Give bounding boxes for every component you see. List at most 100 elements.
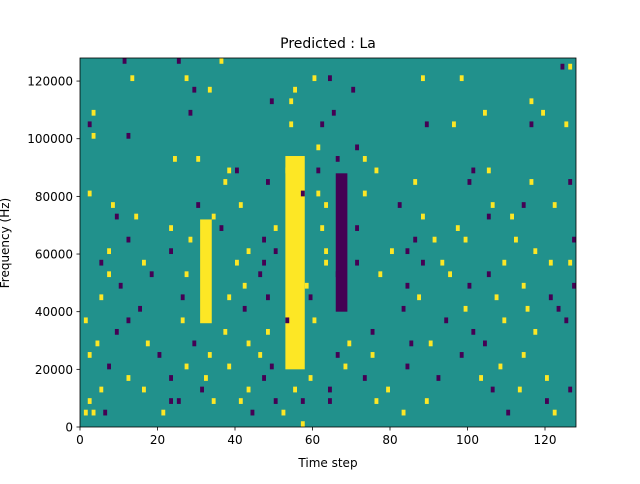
heatmap-cell <box>246 248 251 255</box>
heatmap-cell <box>126 317 131 324</box>
heatmap-cell <box>424 121 429 128</box>
heatmap-cell <box>285 317 290 324</box>
heatmap-cell <box>351 86 356 93</box>
heatmap-cell <box>316 144 321 151</box>
heatmap-cell <box>335 352 340 358</box>
heatmap-cell <box>370 352 375 358</box>
heatmap-cell <box>258 352 263 358</box>
y-axis: 0 20000 40000 60000 80000 100000 120000 <box>27 75 80 435</box>
heatmap-cell <box>401 409 406 416</box>
heatmap-cell <box>238 202 243 208</box>
heatmap-cell <box>405 363 410 370</box>
heatmap-cell <box>568 179 573 185</box>
heatmap-cell <box>211 213 216 220</box>
heatmap-cell <box>355 225 359 231</box>
heatmap-background <box>80 58 576 427</box>
heatmap-cell <box>533 328 538 335</box>
heatmap-cell <box>196 156 201 162</box>
heatmap-cell <box>572 236 576 243</box>
heatmap-cell <box>300 190 305 197</box>
heatmap-cell <box>173 156 177 162</box>
heatmap-cell <box>289 121 294 128</box>
heatmap-cell <box>490 202 495 208</box>
heatmap-cell <box>510 213 514 220</box>
heatmap-cell <box>448 271 452 278</box>
heatmap-cell <box>262 375 266 381</box>
heatmap-cell <box>130 75 135 82</box>
heatmap-cell <box>343 363 348 370</box>
heatmap-cell <box>521 202 526 208</box>
heatmap-cell <box>541 109 545 116</box>
heatmap-cell <box>463 305 468 312</box>
heatmap-cell <box>486 167 491 174</box>
chart-title: Predicted : La <box>280 36 376 52</box>
heatmap-cell <box>91 132 96 139</box>
heatmap-cell <box>424 398 429 404</box>
heatmap-region-1 <box>285 156 305 370</box>
heatmap-cell <box>455 225 460 231</box>
heatmap-cell <box>564 121 569 128</box>
heatmap-cell <box>103 409 108 416</box>
heatmap-cell <box>250 409 255 416</box>
heatmap-cell <box>568 386 573 393</box>
heatmap-cell <box>548 259 553 266</box>
heatmap-cell <box>107 271 111 278</box>
heatmap-cell <box>316 167 321 174</box>
heatmap-cell <box>142 259 146 266</box>
heatmap-cell <box>281 409 286 416</box>
heatmap-cell <box>320 121 325 128</box>
heatmap-cell <box>378 271 383 278</box>
heatmap-cell <box>273 398 278 404</box>
heatmap-cell <box>223 328 228 335</box>
heatmap-cell <box>409 340 414 347</box>
heatmap-cell <box>502 317 507 324</box>
heatmap-cell <box>568 63 573 70</box>
heatmap-cell <box>184 363 189 370</box>
heatmap-cell <box>467 179 472 185</box>
heatmap-cell <box>83 317 88 324</box>
heatmap-cell <box>246 386 251 393</box>
heatmap-cell <box>308 294 313 301</box>
heatmap-cell <box>324 259 328 266</box>
heatmap-cell <box>107 363 111 370</box>
y-axis-label: Frequency (Hz) <box>0 198 12 289</box>
heatmap-cell <box>552 409 557 416</box>
heatmap-cell <box>300 421 305 427</box>
heatmap-cell <box>316 190 321 197</box>
heatmap-cell <box>444 317 449 324</box>
heatmap-cell <box>490 386 495 393</box>
heatmap-cell <box>87 190 92 197</box>
x-tick-label: 100 <box>456 433 479 447</box>
heatmap-cell <box>502 259 507 266</box>
heatmap-cell <box>192 340 197 347</box>
heatmap-cell <box>335 271 340 278</box>
plot-area <box>79 57 577 428</box>
heatmap-cell <box>285 167 290 174</box>
heatmap-cell <box>126 236 131 243</box>
heatmap-cell <box>386 386 390 393</box>
heatmap-cell <box>312 317 317 324</box>
heatmap-cell <box>405 248 410 255</box>
heatmap-cell <box>184 271 189 278</box>
heatmap-cell <box>273 225 278 231</box>
heatmap-cell <box>471 167 476 174</box>
y-tick-label: 80000 <box>35 190 73 204</box>
y-tick-label: 60000 <box>35 248 73 262</box>
heatmap-cell <box>417 294 421 301</box>
heatmap-cell <box>142 386 146 393</box>
heatmap-cell <box>390 248 394 255</box>
heatmap-cell <box>91 109 96 116</box>
heatmap-cell <box>87 398 92 404</box>
heatmap-cell <box>459 352 464 358</box>
heatmap-cell <box>328 386 332 393</box>
heatmap-cell <box>99 259 104 266</box>
x-tick-label: 80 <box>382 433 397 447</box>
heatmap-cell <box>320 225 325 231</box>
heatmap-cell <box>355 259 359 266</box>
plot-frame <box>79 57 577 428</box>
heatmap-cell <box>405 282 410 289</box>
heatmap-cell <box>494 294 499 301</box>
heatmap-cell <box>463 236 468 243</box>
heatmap-cell <box>87 121 92 128</box>
